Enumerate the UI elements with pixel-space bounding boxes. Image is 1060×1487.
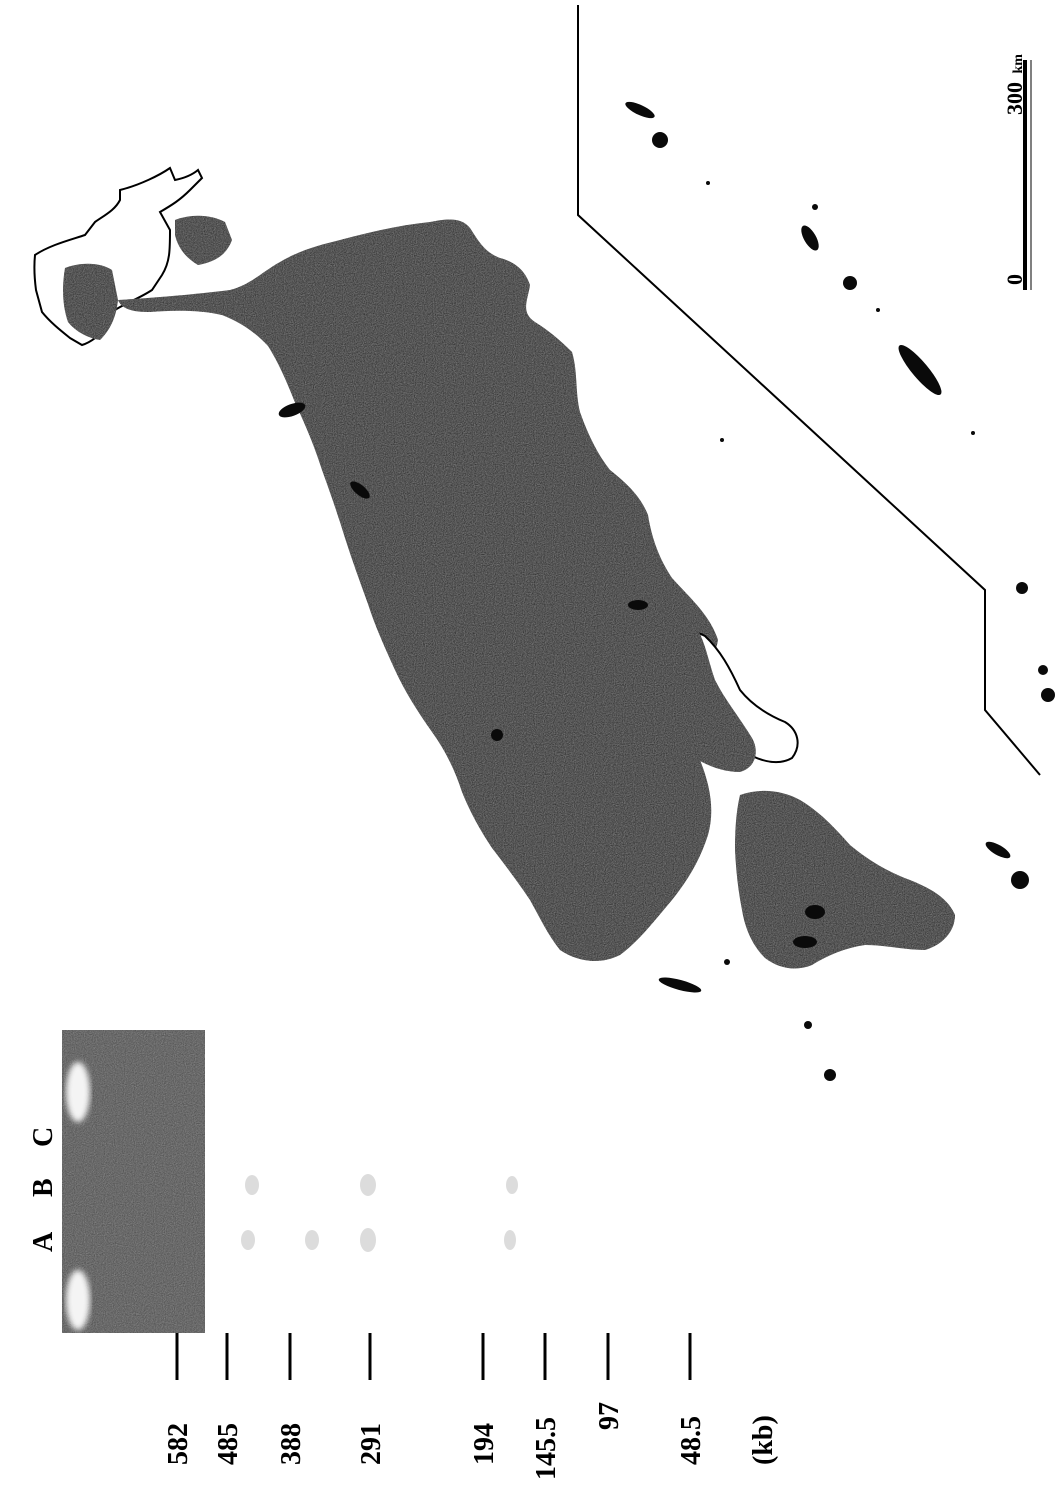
- lane-label-b: B: [28, 1178, 59, 1197]
- kyushu-island: [735, 790, 955, 969]
- shikoku-island: [646, 622, 756, 772]
- lane-label-c: C: [28, 1127, 59, 1147]
- scale-bar-start-label: 0: [1002, 274, 1027, 285]
- scale-bar-unit: km: [1011, 54, 1026, 74]
- marker-label-194: 194: [469, 1423, 500, 1465]
- hokkaido-outline: [33, 166, 204, 347]
- inset-frame-line: [577, 5, 1041, 776]
- lane-labels: A B C: [28, 1127, 59, 1252]
- unit-label: (kb): [748, 1415, 779, 1465]
- japan-map: [33, 5, 1055, 1081]
- marker-labels: 582 485 388 291 194 145.5 97 48.5 (kb): [163, 1402, 779, 1480]
- marker-label-582: 582: [163, 1423, 194, 1465]
- gel-image: [62, 1030, 518, 1333]
- size-markers: [175, 1333, 692, 1380]
- small-islands: [278, 101, 1055, 1081]
- marker-label-97: 97: [594, 1402, 625, 1430]
- gel-well-left-top: [66, 1062, 90, 1122]
- marker-label-485: 485: [213, 1423, 244, 1465]
- marker-label-48-5: 48.5: [676, 1416, 707, 1465]
- scale-bar: 0 300 km: [1002, 54, 1032, 290]
- marker-label-291: 291: [356, 1423, 387, 1465]
- scale-bar-end-value: 300: [1002, 82, 1027, 115]
- marker-label-388: 388: [276, 1423, 307, 1465]
- hokkaido-shaded: [63, 263, 118, 340]
- marker-label-145-5: 145.5: [531, 1417, 562, 1480]
- lane-label-a: A: [28, 1231, 59, 1252]
- honshu-island: [118, 219, 718, 962]
- scale-bar-end-label: 300 km: [1002, 54, 1027, 115]
- hokkaido-east-shaded: [175, 215, 232, 265]
- gel-well-left-bottom: [66, 1270, 90, 1330]
- gel-bands: [241, 1174, 518, 1252]
